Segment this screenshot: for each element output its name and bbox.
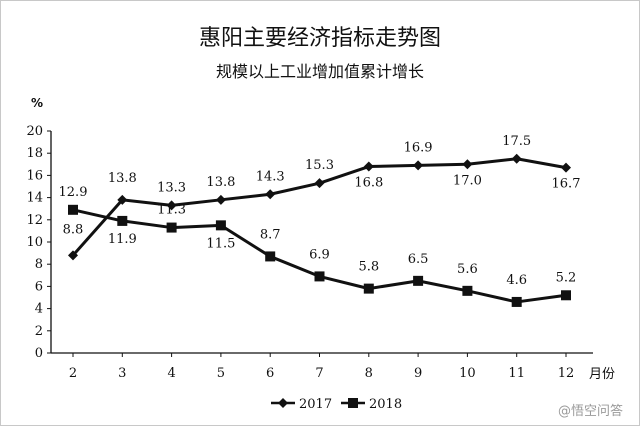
x-tick-label: 4 (167, 366, 175, 381)
data-label: 13.8 (206, 175, 235, 190)
data-label: 4.6 (506, 273, 527, 288)
x-tick-label: 2 (69, 366, 77, 381)
y-tick-label: 0 (35, 346, 43, 361)
y-tick-label: 16 (26, 168, 43, 183)
data-point (117, 215, 128, 226)
series-2017: 8.8 13.8 13.3 13.8 14.3 15.3 16.8 16.9 17.0 17.5 1… (63, 134, 581, 261)
data-label: 11.9 (108, 232, 137, 247)
series-layer: 8.8 13.8 13.3 13.8 14.3 15.3 16.8 16.9 17.0 17.5 1… (59, 134, 581, 307)
y-tick-label: 10 (26, 235, 43, 250)
data-label: 16.8 (354, 176, 383, 191)
data-point (68, 250, 78, 261)
x-tick-label: 5 (217, 366, 225, 381)
x-tick-label: 12 (558, 366, 575, 381)
data-point (511, 153, 522, 164)
y-tick-label: 12 (26, 213, 43, 228)
data-point (314, 178, 325, 189)
data-label: 5.8 (358, 260, 379, 275)
data-point (265, 251, 276, 262)
data-label: 5.6 (457, 262, 478, 277)
data-point (166, 222, 177, 233)
data-point (363, 283, 374, 294)
data-point (413, 160, 424, 171)
x-tick-label: 10 (459, 366, 476, 381)
chart-subtitle: 规模以上工业增加值累计增长 (216, 62, 424, 81)
data-label: 13.3 (157, 180, 186, 195)
data-label: 16.9 (404, 140, 433, 155)
x-tick-label: 6 (266, 366, 274, 381)
legend: 2017 2018 (271, 397, 402, 412)
data-label: 8.8 (63, 222, 84, 237)
x-tick-label: 8 (365, 366, 373, 381)
data-label: 5.2 (556, 270, 577, 285)
x-axis-label: 月份 (589, 367, 615, 382)
y-tick-label: 20 (26, 124, 43, 139)
x-tick-label: 11 (508, 366, 525, 381)
data-point (265, 189, 276, 200)
data-point (561, 290, 571, 301)
axes: 0 2 4 6 8 10 12 14 16 18 20 2 3 4 5 6 7 8 9 10 11 12 (26, 124, 593, 381)
data-point (363, 161, 374, 172)
y-tick-label: 4 (35, 302, 43, 317)
data-label: 11.5 (206, 236, 235, 251)
data-point (117, 194, 128, 205)
x-tick-label: 3 (118, 366, 126, 381)
data-point (215, 220, 226, 231)
y-tick-label: 18 (26, 146, 43, 161)
data-point (511, 296, 522, 307)
series-2018: 12.9 11.9 11.3 11.5 8.7 6.9 5.8 6.5 5.6 4.6 5.2 (59, 185, 577, 307)
legend-marker (278, 398, 288, 408)
data-point (215, 194, 226, 205)
data-point (561, 162, 571, 173)
legend-marker (348, 398, 358, 408)
y-axis-unit: % (31, 96, 43, 110)
data-point (462, 159, 473, 170)
data-label: 11.3 (157, 203, 186, 218)
y-tick-label: 8 (35, 257, 43, 272)
legend-label: 2017 (299, 397, 332, 412)
data-label: 17.0 (453, 173, 482, 188)
legend-item: 2017 (271, 397, 332, 412)
watermark-text: @悟空问答 (558, 403, 623, 419)
legend-item: 2018 (341, 397, 402, 412)
data-point (314, 271, 325, 282)
data-label: 16.7 (552, 177, 581, 192)
y-tick-label: 2 (35, 324, 43, 339)
data-label: 14.3 (256, 169, 285, 184)
data-point (413, 275, 424, 286)
data-point (166, 200, 177, 211)
data-label: 13.8 (108, 171, 137, 186)
data-point (462, 285, 473, 296)
data-label: 12.9 (59, 185, 88, 200)
data-label: 8.7 (260, 227, 281, 242)
data-point (68, 204, 78, 215)
x-tick-label: 7 (315, 366, 323, 381)
data-label: 15.3 (305, 158, 334, 173)
x-tick-label: 9 (414, 366, 422, 381)
chart-title: 惠阳主要经济指标走势图 (199, 26, 441, 51)
legend-label: 2018 (369, 397, 402, 412)
y-tick-label: 6 (35, 279, 43, 294)
series-line (71, 157, 567, 257)
data-label: 17.5 (502, 134, 531, 149)
data-label: 6.9 (309, 247, 330, 262)
y-tick-label: 14 (26, 191, 43, 206)
data-label: 6.5 (408, 252, 429, 267)
